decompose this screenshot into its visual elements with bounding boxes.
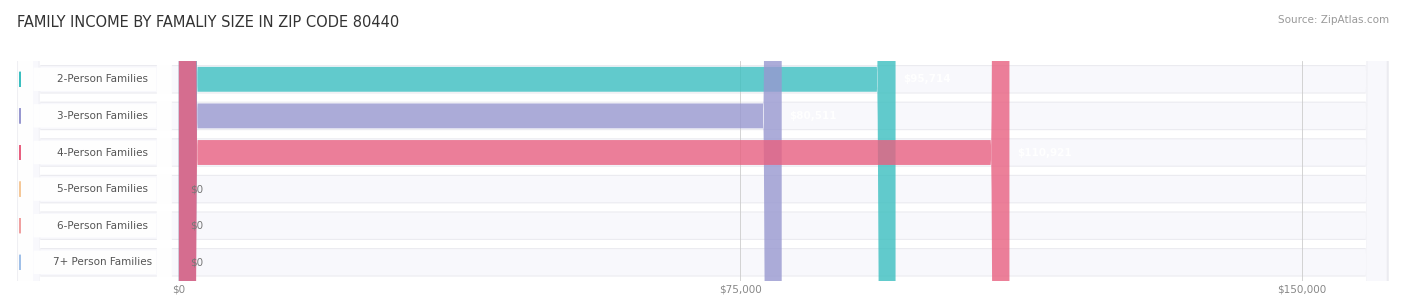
FancyBboxPatch shape [20,0,1386,305]
FancyBboxPatch shape [20,0,1386,305]
FancyBboxPatch shape [20,0,1386,305]
Text: $0: $0 [190,184,202,194]
Text: $80,511: $80,511 [789,111,837,121]
FancyBboxPatch shape [179,0,1010,305]
FancyBboxPatch shape [18,0,1388,305]
FancyBboxPatch shape [18,0,172,305]
Text: 4-Person Families: 4-Person Families [58,148,148,157]
Text: 2-Person Families: 2-Person Families [58,74,148,84]
FancyBboxPatch shape [20,0,1386,305]
FancyBboxPatch shape [18,0,1388,305]
FancyBboxPatch shape [20,0,1386,305]
Text: 6-Person Families: 6-Person Families [58,221,148,231]
Text: $0: $0 [190,257,202,267]
FancyBboxPatch shape [179,0,896,305]
FancyBboxPatch shape [18,0,172,305]
FancyBboxPatch shape [20,0,1386,305]
FancyBboxPatch shape [18,0,1388,305]
FancyBboxPatch shape [18,0,1388,305]
FancyBboxPatch shape [18,0,172,305]
FancyBboxPatch shape [18,0,172,305]
FancyBboxPatch shape [18,0,172,305]
Text: $95,714: $95,714 [903,74,950,84]
FancyBboxPatch shape [18,0,1388,305]
FancyBboxPatch shape [179,0,782,305]
Text: $0: $0 [190,221,202,231]
FancyBboxPatch shape [18,0,172,305]
FancyBboxPatch shape [18,0,1388,305]
Text: 5-Person Families: 5-Person Families [58,184,148,194]
Text: 7+ Person Families: 7+ Person Families [53,257,152,267]
Text: FAMILY INCOME BY FAMALIY SIZE IN ZIP CODE 80440: FAMILY INCOME BY FAMALIY SIZE IN ZIP COD… [17,15,399,30]
Text: Source: ZipAtlas.com: Source: ZipAtlas.com [1278,15,1389,25]
Text: $110,921: $110,921 [1017,148,1071,157]
Text: 3-Person Families: 3-Person Families [58,111,148,121]
